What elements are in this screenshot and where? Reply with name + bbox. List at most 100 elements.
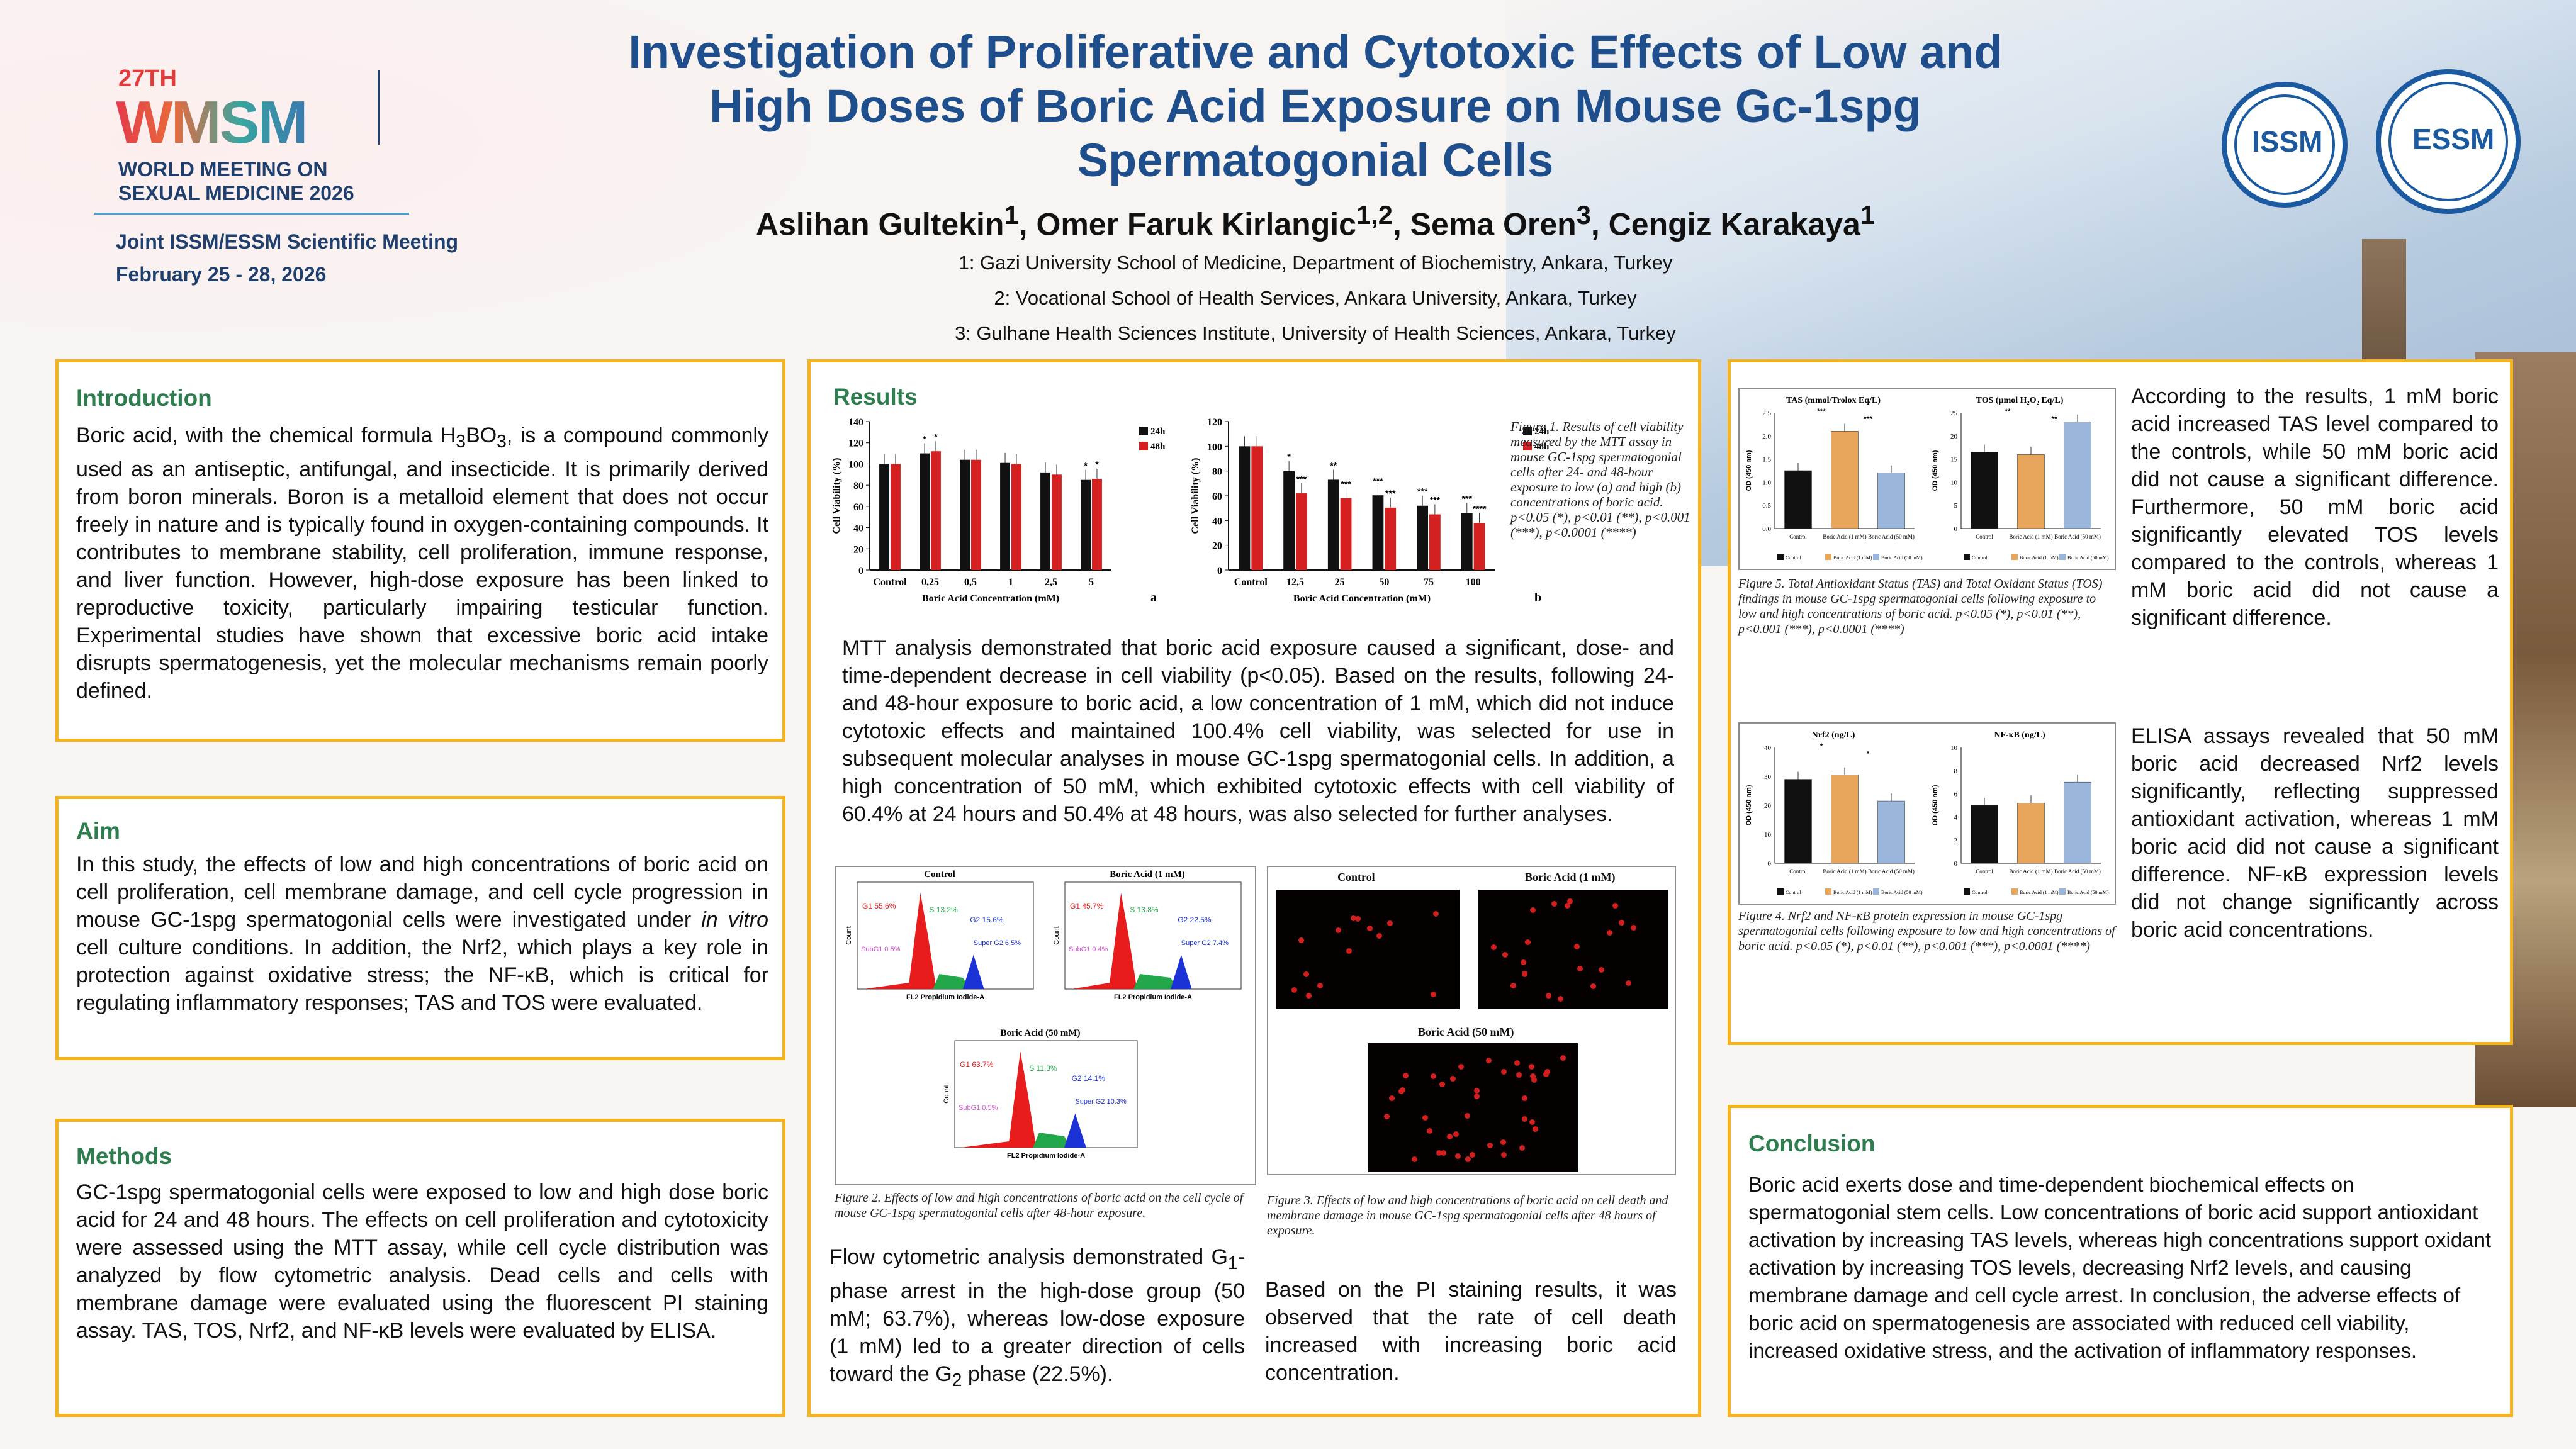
aim-text-part: In this study, the effects of low and hi… (76, 853, 768, 932)
significance-mark: *** (1864, 415, 1872, 423)
pi-stained-cell (1577, 966, 1583, 972)
logo-subtitle-line-1: WORLD MEETING ON (118, 158, 328, 181)
figure-4-caption: Figure 4. Nrf2 and NF-κB protein express… (1738, 909, 2115, 953)
pi-stained-cell (1501, 1151, 1507, 1158)
bar-24h (879, 464, 889, 570)
bar-value (1877, 800, 1905, 864)
pi-stained-cell (1317, 982, 1323, 988)
pi-stained-cell (1525, 939, 1531, 946)
y-axis-label: Cell Viability (%) (1190, 458, 1201, 534)
significance-mark: *** (1817, 407, 1826, 416)
pi-stained-cell (1455, 1153, 1461, 1159)
subg1-label: SubG1 0.5% (959, 1104, 998, 1112)
y-tick-label: 40 (1764, 744, 1772, 752)
pi-stained-cell (1551, 901, 1558, 907)
logo-wmsm: WMSM (116, 89, 308, 156)
legend-swatch (1964, 888, 1970, 895)
title-line: High Doses of Boric Acid Exposure on Mou… (709, 80, 1921, 132)
bar-48h (1296, 493, 1307, 570)
g1-label: G1 63.7% (960, 1060, 994, 1069)
legend-label: 48h (1150, 442, 1166, 452)
s-phase-region (933, 974, 970, 989)
significance-mark: *** (1341, 479, 1351, 489)
x-tick-label: Control (1789, 534, 1807, 540)
g2-label: G2 15.6% (970, 915, 1004, 924)
mtt-text: MTT analysis demonstrated that boric aci… (842, 636, 1674, 826)
intro-text-part: , is a compound commonly used as an anti… (76, 423, 768, 703)
y-tick-label: 2.5 (1762, 410, 1771, 417)
significance-mark: *** (1462, 494, 1473, 504)
pi-stained-cell (1436, 1150, 1443, 1156)
bar-48h (1385, 507, 1397, 570)
flow-panels: Control G1 55.6% S 13.2% G2 15.6% SubG1 0.5%… (845, 870, 1242, 1160)
y-tick-label: 1.5 (1762, 456, 1771, 464)
x-tick-label: Control (1976, 534, 1993, 540)
x-tick-label: Boric Acid (1 mM) (2009, 534, 2052, 540)
legend-swatch (1777, 554, 1784, 560)
y-tick-label: 15 (1950, 456, 1958, 464)
legend-swatch (1523, 442, 1532, 450)
logo-subtitle: WORLD MEETING ON SEXUAL MEDICINE 2026 (118, 157, 354, 205)
author-affil: 1,2 (1356, 200, 1393, 230)
subg1-label: SubG1 0.4% (1069, 946, 1108, 953)
pi-stained-cell (1430, 1073, 1436, 1079)
aim-text-part: cell culture conditions. In addition, th… (76, 936, 768, 1015)
x-tick-label: Boric Acid (50 mM) (1868, 868, 1915, 875)
nfkb-chart: NF-κB (ng/L) 0 2 4 6 8 10 OD (450 nm) Control Bor… (1932, 730, 2109, 895)
legend-label: Boric Acid (50 mM) (1881, 890, 1923, 895)
g1-peak (961, 1051, 1055, 1148)
background-swirl (0, 0, 881, 352)
significance-mark: * (1287, 452, 1291, 462)
pi-stained-cell (1502, 952, 1509, 958)
bar-24h (1000, 462, 1010, 570)
significance-mark: **** (1473, 503, 1487, 513)
pi-stained-cell (1402, 1073, 1409, 1079)
pi-stained-cell (1346, 948, 1353, 954)
y-tick-label: 0.5 (1762, 502, 1771, 510)
flow-panel-title: Boric Acid (50 mM) (1000, 1028, 1080, 1038)
pi-image-control (1276, 890, 1460, 1009)
y-tick-label: 40 (853, 523, 863, 534)
bar-value (2064, 781, 2091, 864)
g1-label: G1 55.6% (862, 902, 896, 910)
legend-label: Control (1972, 890, 1988, 895)
significance-mark: * (1867, 749, 1870, 758)
bar-24h (1417, 505, 1428, 570)
panel-label: a (1150, 591, 1157, 605)
legend-swatch (1139, 442, 1148, 450)
y-tick-label: 0 (1954, 525, 1958, 533)
significance-mark: * (934, 432, 938, 442)
bar-value (1831, 775, 1859, 864)
bar-24h (920, 453, 930, 570)
seal-text: ESSM (2412, 123, 2495, 155)
intro-text-part: BO (466, 423, 497, 447)
y-tick-label: 20 (1764, 802, 1772, 810)
y-tick-label: 0 (858, 566, 863, 576)
nrf2-nfkb-text: ELISA assays revealed that 50 mM boric a… (2131, 724, 2499, 942)
significance-mark: *** (1430, 495, 1441, 505)
bar-48h (891, 464, 901, 570)
legend-label: 24h (1534, 427, 1550, 437)
seal-ring (2234, 94, 2335, 195)
affiliation: 2: Vocational School of Health Services,… (994, 287, 1637, 309)
conclusion-text: Boric acid exerts dose and time-dependen… (1748, 1173, 2492, 1362)
pi-stained-cell (1376, 932, 1382, 939)
tas-chart: TAS (mmol/Trolox Eq/L) 0.0 0.5 1.0 1.5 2.0 2.5… (1745, 396, 1923, 561)
y-tick-label: 40 (1212, 516, 1222, 527)
pi-stained-cell (1433, 911, 1439, 917)
pi-image-1mm (1478, 890, 1668, 1009)
legend-swatch (1825, 888, 1831, 895)
pi-stained-cell (1566, 898, 1573, 904)
pi-image-50mm (1368, 1043, 1578, 1172)
issm-seal: ISSM (2222, 82, 2348, 208)
y-tick-label: 4 (1954, 814, 1958, 821)
superg2-label: Super G2 7.4% (1181, 939, 1229, 947)
pi-stained-cell (1399, 1087, 1405, 1094)
tas-tos-text: According to the results, 1 mM boric aci… (2131, 384, 2499, 630)
legend-swatch (2011, 888, 2018, 895)
g2-peak (1064, 1113, 1086, 1148)
bar-24h (1040, 472, 1050, 570)
bar-48h (1052, 474, 1062, 570)
y-tick-label: 120 (848, 439, 863, 449)
bar-48h (1251, 446, 1263, 570)
